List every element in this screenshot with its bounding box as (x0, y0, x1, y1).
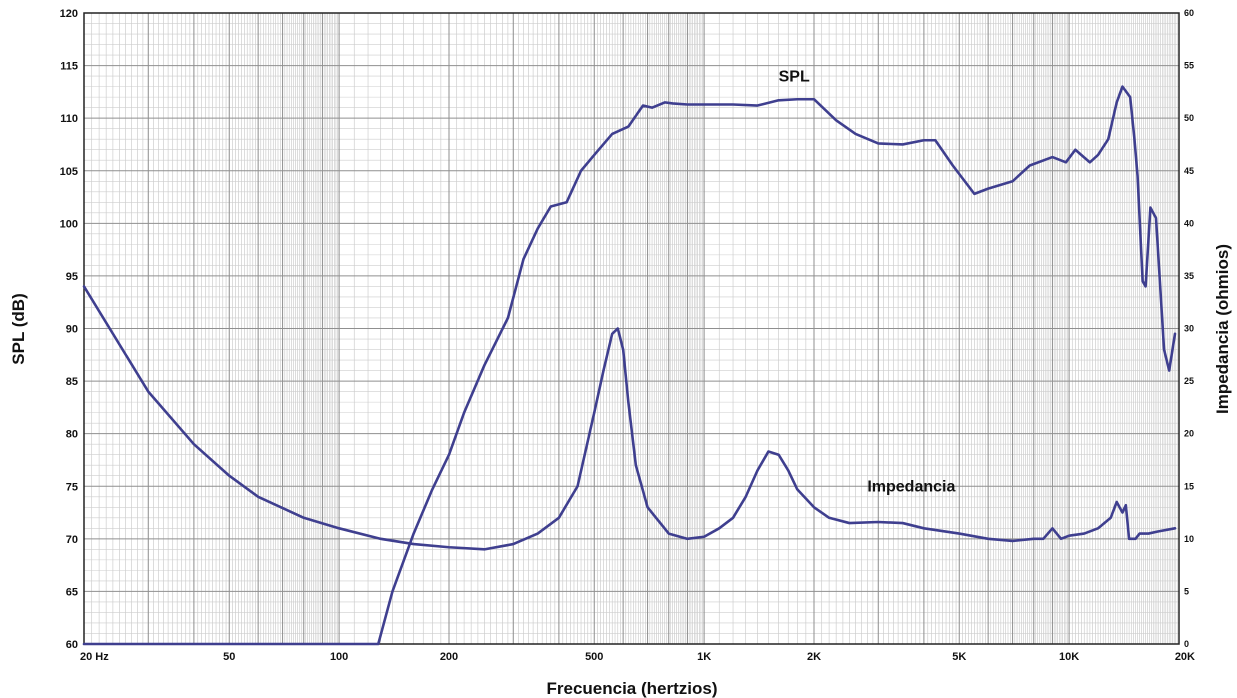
x-tick-label: 50 (223, 651, 235, 663)
y2-tick-label: 20 (1184, 429, 1194, 439)
plot-frame (83, 12, 1180, 645)
y2-tick-label: 0 (1184, 639, 1189, 649)
x-axis-title: Frecuencia (hertzios) (547, 679, 718, 698)
y2-tick-label: 15 (1184, 481, 1194, 491)
x-tick-label: 20K (1175, 651, 1195, 663)
y2-tick-label: 30 (1184, 324, 1194, 334)
x-tick-label: 20 Hz (80, 651, 109, 663)
y-tick-label: 75 (66, 481, 78, 493)
impedance-curve-label: Impedancia (867, 479, 955, 496)
y2-axis-ticks: 0 5 10 15 20 25 30 35 40 45 50 55 60 (1184, 8, 1194, 649)
y2-tick-label: 35 (1184, 271, 1194, 281)
y2-tick-label: 10 (1184, 534, 1194, 544)
y2-axis-title: Impedancia (ohmios) (1213, 244, 1232, 414)
x-tick-label: 2K (807, 651, 821, 663)
curves (82, 85, 1177, 646)
y-tick-label: 70 (66, 534, 78, 546)
y2-tick-label: 5 (1184, 586, 1189, 596)
y-axis-title: SPL (dB) (9, 293, 28, 364)
x-tick-label: 10K (1059, 651, 1079, 663)
x-tick-label: 200 (440, 651, 458, 663)
y-tick-label: 85 (66, 376, 78, 388)
y-tick-label: 90 (66, 324, 78, 336)
spl-curve-label: SPL (779, 68, 810, 85)
y2-tick-label: 40 (1184, 218, 1194, 228)
x-tick-label: 1K (697, 651, 711, 663)
y2-tick-label: 45 (1184, 166, 1194, 176)
y-tick-label: 60 (66, 639, 78, 651)
y-tick-label: 100 (60, 218, 78, 230)
x-tick-label: 5K (952, 651, 966, 663)
impedance-curve (82, 285, 1177, 551)
y-tick-label: 95 (66, 271, 78, 283)
x-tick-label: 100 (330, 651, 348, 663)
x-axis-ticks: 20 Hz 50 100 200 500 1K 2K 5K 10K 20K (80, 651, 1195, 663)
y-tick-label: 120 (60, 8, 78, 20)
y2-tick-label: 25 (1184, 376, 1194, 386)
y2-tick-label: 50 (1184, 113, 1194, 123)
x-tick-label: 500 (585, 651, 603, 663)
y-axis-ticks: 60 65 70 75 80 85 90 95 100 105 110 115 120 (60, 8, 78, 651)
y-tick-label: 115 (60, 61, 78, 73)
y-tick-label: 65 (66, 586, 78, 598)
y-tick-label: 80 (66, 429, 78, 441)
y2-tick-label: 60 (1184, 8, 1194, 18)
y-tick-label: 110 (60, 113, 78, 125)
y2-tick-label: 55 (1184, 61, 1194, 71)
y-tick-label: 105 (60, 166, 78, 178)
spl-curve (82, 85, 1177, 646)
